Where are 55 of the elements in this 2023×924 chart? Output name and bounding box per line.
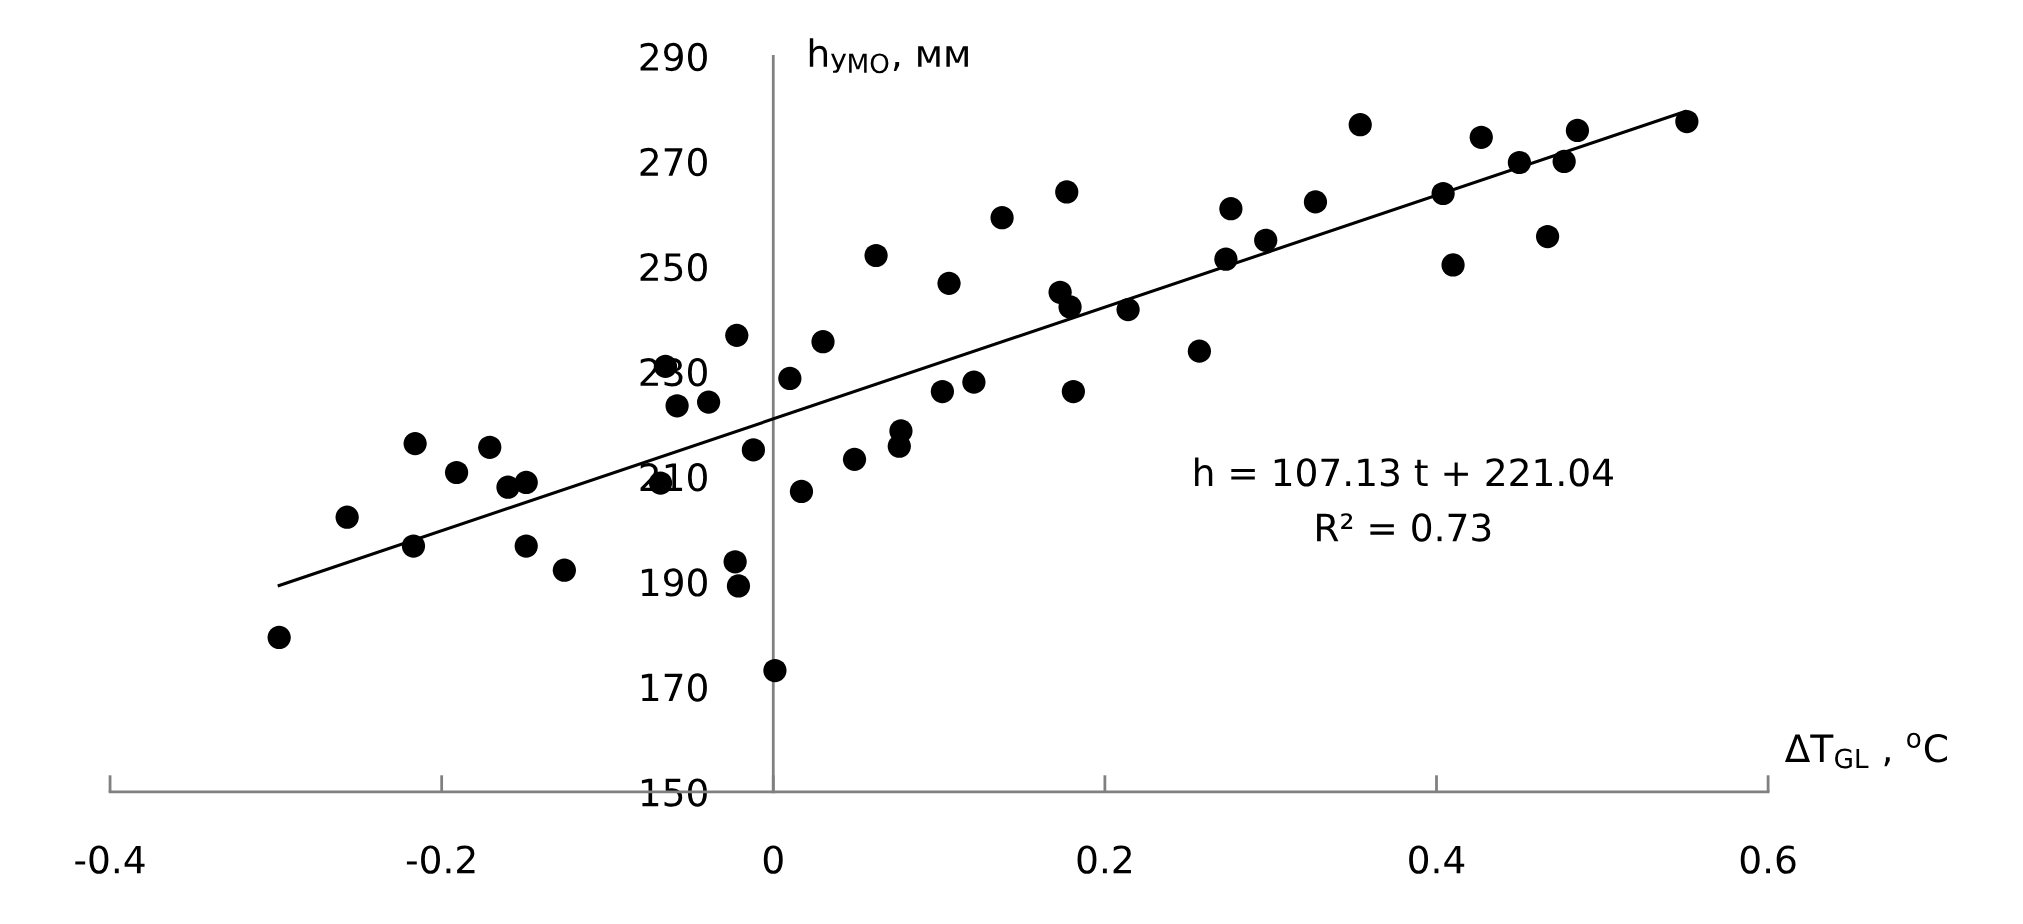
x-tick-label: 0.6 — [1740, 845, 1796, 874]
point — [1254, 228, 1278, 252]
point — [1303, 190, 1328, 214]
y-tick-label: 250 — [640, 252, 707, 282]
point — [930, 379, 955, 404]
point — [887, 434, 911, 458]
x-tick-label: 0.2 — [1077, 845, 1131, 874]
point — [1469, 125, 1493, 149]
y-tick-label: 170 — [641, 673, 707, 702]
point — [335, 505, 359, 529]
point — [1348, 113, 1372, 137]
point — [1055, 180, 1079, 204]
point — [811, 330, 835, 354]
point — [726, 574, 751, 598]
point — [962, 370, 986, 394]
point — [1116, 298, 1140, 322]
point — [552, 558, 576, 582]
y-tick-label: 190 — [641, 568, 707, 597]
point — [990, 206, 1014, 230]
annotation: R² = 0.73 — [1317, 513, 1491, 542]
point — [1187, 339, 1212, 363]
point — [1219, 197, 1243, 221]
point — [937, 271, 961, 295]
point — [763, 658, 787, 683]
point — [1441, 253, 1465, 277]
point — [478, 435, 502, 459]
point — [842, 447, 867, 471]
point — [1675, 109, 1699, 134]
y-axis-title: h$_{УМО}$, мм — [809, 38, 968, 74]
x-tick-label: -0.4 — [75, 845, 145, 874]
point — [1058, 295, 1082, 319]
point — [789, 479, 814, 504]
point — [725, 323, 749, 347]
point — [741, 438, 765, 462]
x-axis-title: ΔT$_{GL}$ , $^{o}$C — [1784, 732, 1947, 769]
point — [1565, 118, 1590, 143]
point — [665, 394, 689, 418]
point — [267, 625, 291, 650]
x-tick-label: -0.2 — [406, 845, 475, 874]
x-tick-label: 0 — [763, 845, 783, 874]
point — [1535, 224, 1560, 249]
x-tick-label: 0.4 — [1409, 845, 1465, 874]
point — [403, 431, 427, 456]
y-tick-label: 290 — [640, 42, 707, 72]
point — [444, 460, 469, 485]
point — [778, 366, 802, 391]
point — [496, 475, 520, 499]
point — [864, 243, 888, 268]
y-tick-label: 270 — [640, 147, 707, 177]
point — [696, 390, 721, 414]
point — [514, 534, 538, 558]
point — [723, 550, 747, 574]
point — [1061, 379, 1085, 404]
point — [514, 470, 538, 495]
annotation: h = 107.13 t + 221.04 — [1195, 457, 1613, 487]
